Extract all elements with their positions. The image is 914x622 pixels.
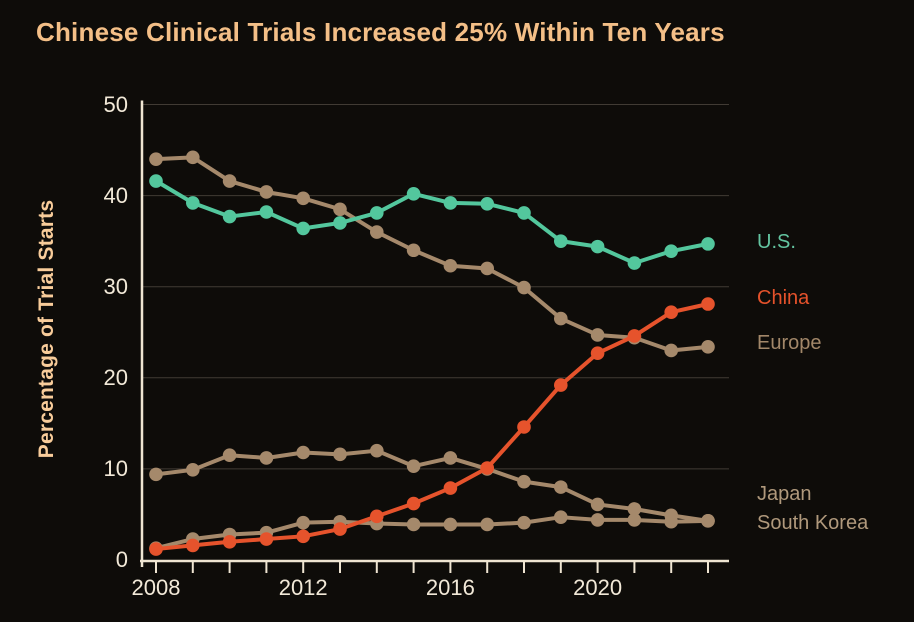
data-point: [149, 542, 163, 556]
data-point: [480, 196, 495, 211]
data-point: [443, 451, 458, 465]
data-point: [554, 378, 568, 392]
data-point: [664, 244, 678, 258]
data-point: [443, 196, 458, 210]
legend-label-u-s-: U.S.: [757, 231, 796, 253]
y-tick-label-10: 10: [103, 455, 128, 481]
data-point: [296, 445, 311, 460]
data-point: [627, 256, 642, 270]
data-point: [296, 191, 311, 206]
data-point: [370, 225, 384, 239]
data-point: [480, 461, 495, 475]
data-point: [627, 329, 642, 343]
data-point: [370, 443, 384, 458]
x-tick-label-2016: 2016: [425, 575, 475, 600]
data-point: [406, 459, 421, 473]
data-point: [480, 261, 495, 276]
data-point: [370, 206, 384, 220]
data-point: [517, 206, 531, 220]
data-point: [517, 474, 531, 489]
data-point: [554, 311, 568, 326]
data-point: [259, 185, 274, 199]
data-point: [554, 510, 568, 524]
y-tick-label-20: 20: [103, 364, 128, 390]
y-tick-label-30: 30: [103, 273, 128, 299]
data-point: [406, 186, 421, 201]
data-point: [259, 205, 274, 219]
series-u-s-: [149, 174, 715, 270]
data-point: [517, 280, 531, 295]
data-point: [296, 221, 311, 236]
series-line: [154, 302, 710, 552]
series-line: [154, 448, 710, 523]
legend-label-japan: Japan: [757, 483, 812, 505]
data-point: [333, 447, 347, 462]
data-point: [664, 305, 678, 320]
data-point: [149, 467, 163, 482]
data-point: [443, 481, 458, 495]
data-point: [590, 239, 605, 254]
data-point: [149, 174, 163, 188]
data-point: [222, 209, 237, 224]
data-point: [554, 480, 568, 494]
data-point: [627, 502, 642, 516]
data-point: [517, 515, 531, 530]
data-point: [222, 448, 237, 463]
series-south-korea: [149, 510, 715, 555]
x-tick-label-2020: 2020: [573, 575, 623, 600]
series-line: [154, 155, 710, 353]
data-point: [370, 509, 384, 524]
legend-label-south-korea: South Korea: [757, 512, 869, 534]
data-point: [517, 420, 531, 434]
legend-label-china: China: [757, 287, 810, 309]
data-point: [701, 340, 715, 354]
data-point: [554, 234, 568, 248]
data-point: [627, 513, 642, 527]
data-point: [333, 202, 347, 217]
data-point: [406, 517, 421, 532]
data-point: [590, 497, 605, 512]
data-point: [701, 514, 715, 528]
series-europe: [149, 150, 715, 358]
data-point: [222, 534, 237, 549]
data-point: [406, 243, 421, 258]
y-tick-label-40: 40: [103, 182, 128, 208]
data-point: [701, 237, 715, 251]
data-point: [333, 216, 347, 230]
data-point: [186, 538, 200, 553]
data-point: [664, 343, 678, 358]
y-tick-label-0: 0: [115, 547, 128, 572]
data-point: [333, 522, 347, 536]
data-point: [443, 517, 458, 532]
x-tick-label-2012: 2012: [278, 575, 328, 600]
data-point: [664, 514, 678, 529]
chart-title: Chinese Clinical Trials Increased 25% Wi…: [36, 17, 725, 47]
data-point: [701, 297, 715, 311]
data-point: [186, 196, 200, 210]
y-tick-label-50: 50: [103, 91, 128, 117]
data-point: [149, 152, 163, 166]
data-point: [590, 346, 605, 361]
data-point: [259, 451, 274, 465]
data-point: [480, 517, 495, 532]
data-point: [222, 174, 237, 188]
data-point: [296, 515, 311, 530]
data-point: [443, 258, 458, 273]
data-point: [186, 150, 200, 165]
data-point: [406, 496, 421, 511]
data-point: [590, 328, 605, 342]
data-point: [186, 463, 200, 477]
series-china: [149, 297, 715, 556]
series-line: [154, 515, 710, 551]
series-line: [154, 179, 710, 266]
legend-label-europe: Europe: [757, 332, 822, 354]
data-point: [259, 532, 274, 546]
x-tick-label-2008: 2008: [131, 575, 181, 600]
data-point: [590, 513, 605, 527]
data-point: [296, 529, 311, 544]
